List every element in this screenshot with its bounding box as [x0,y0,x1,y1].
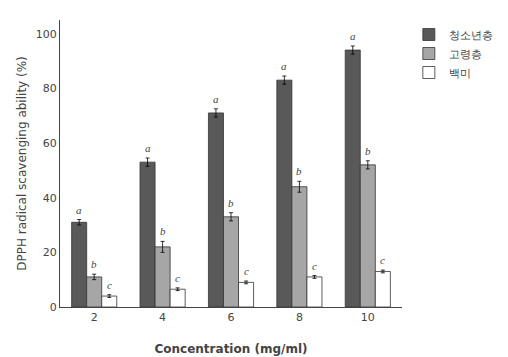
svg-text:b: b [91,258,97,270]
svg-text:100: 100 [36,28,57,41]
svg-text:a: a [213,93,219,105]
svg-text:20: 20 [43,246,57,259]
svg-text:c: c [380,254,385,266]
svg-text:80: 80 [43,82,57,95]
svg-text:60: 60 [43,137,57,150]
svg-text:고령층: 고령층 [449,48,482,61]
svg-text:Concentration (mg/ml): Concentration (mg/ml) [154,342,307,356]
svg-text:8: 8 [296,311,303,324]
svg-text:청소년층: 청소년층 [449,29,493,42]
svg-text:DPPH radical scavenging abilit: DPPH radical scavenging ability (%) [15,56,29,271]
svg-text:b: b [228,197,234,209]
svg-text:2: 2 [91,311,98,324]
svg-text:b: b [365,145,371,157]
svg-text:b: b [296,165,302,177]
svg-text:40: 40 [43,192,57,205]
svg-text:6: 6 [228,311,235,324]
svg-text:0: 0 [50,301,57,314]
svg-text:c: c [312,260,317,272]
svg-text:c: c [244,265,249,277]
svg-text:a: a [145,142,151,154]
svg-text:a: a [281,60,287,72]
svg-text:10: 10 [361,311,375,324]
svg-text:4: 4 [159,311,166,324]
svg-text:a: a [76,204,82,216]
svg-text:c: c [107,279,112,291]
svg-text:a: a [350,30,356,42]
svg-text:백미: 백미 [449,67,471,80]
svg-text:c: c [175,272,180,284]
svg-text:b: b [160,225,166,237]
